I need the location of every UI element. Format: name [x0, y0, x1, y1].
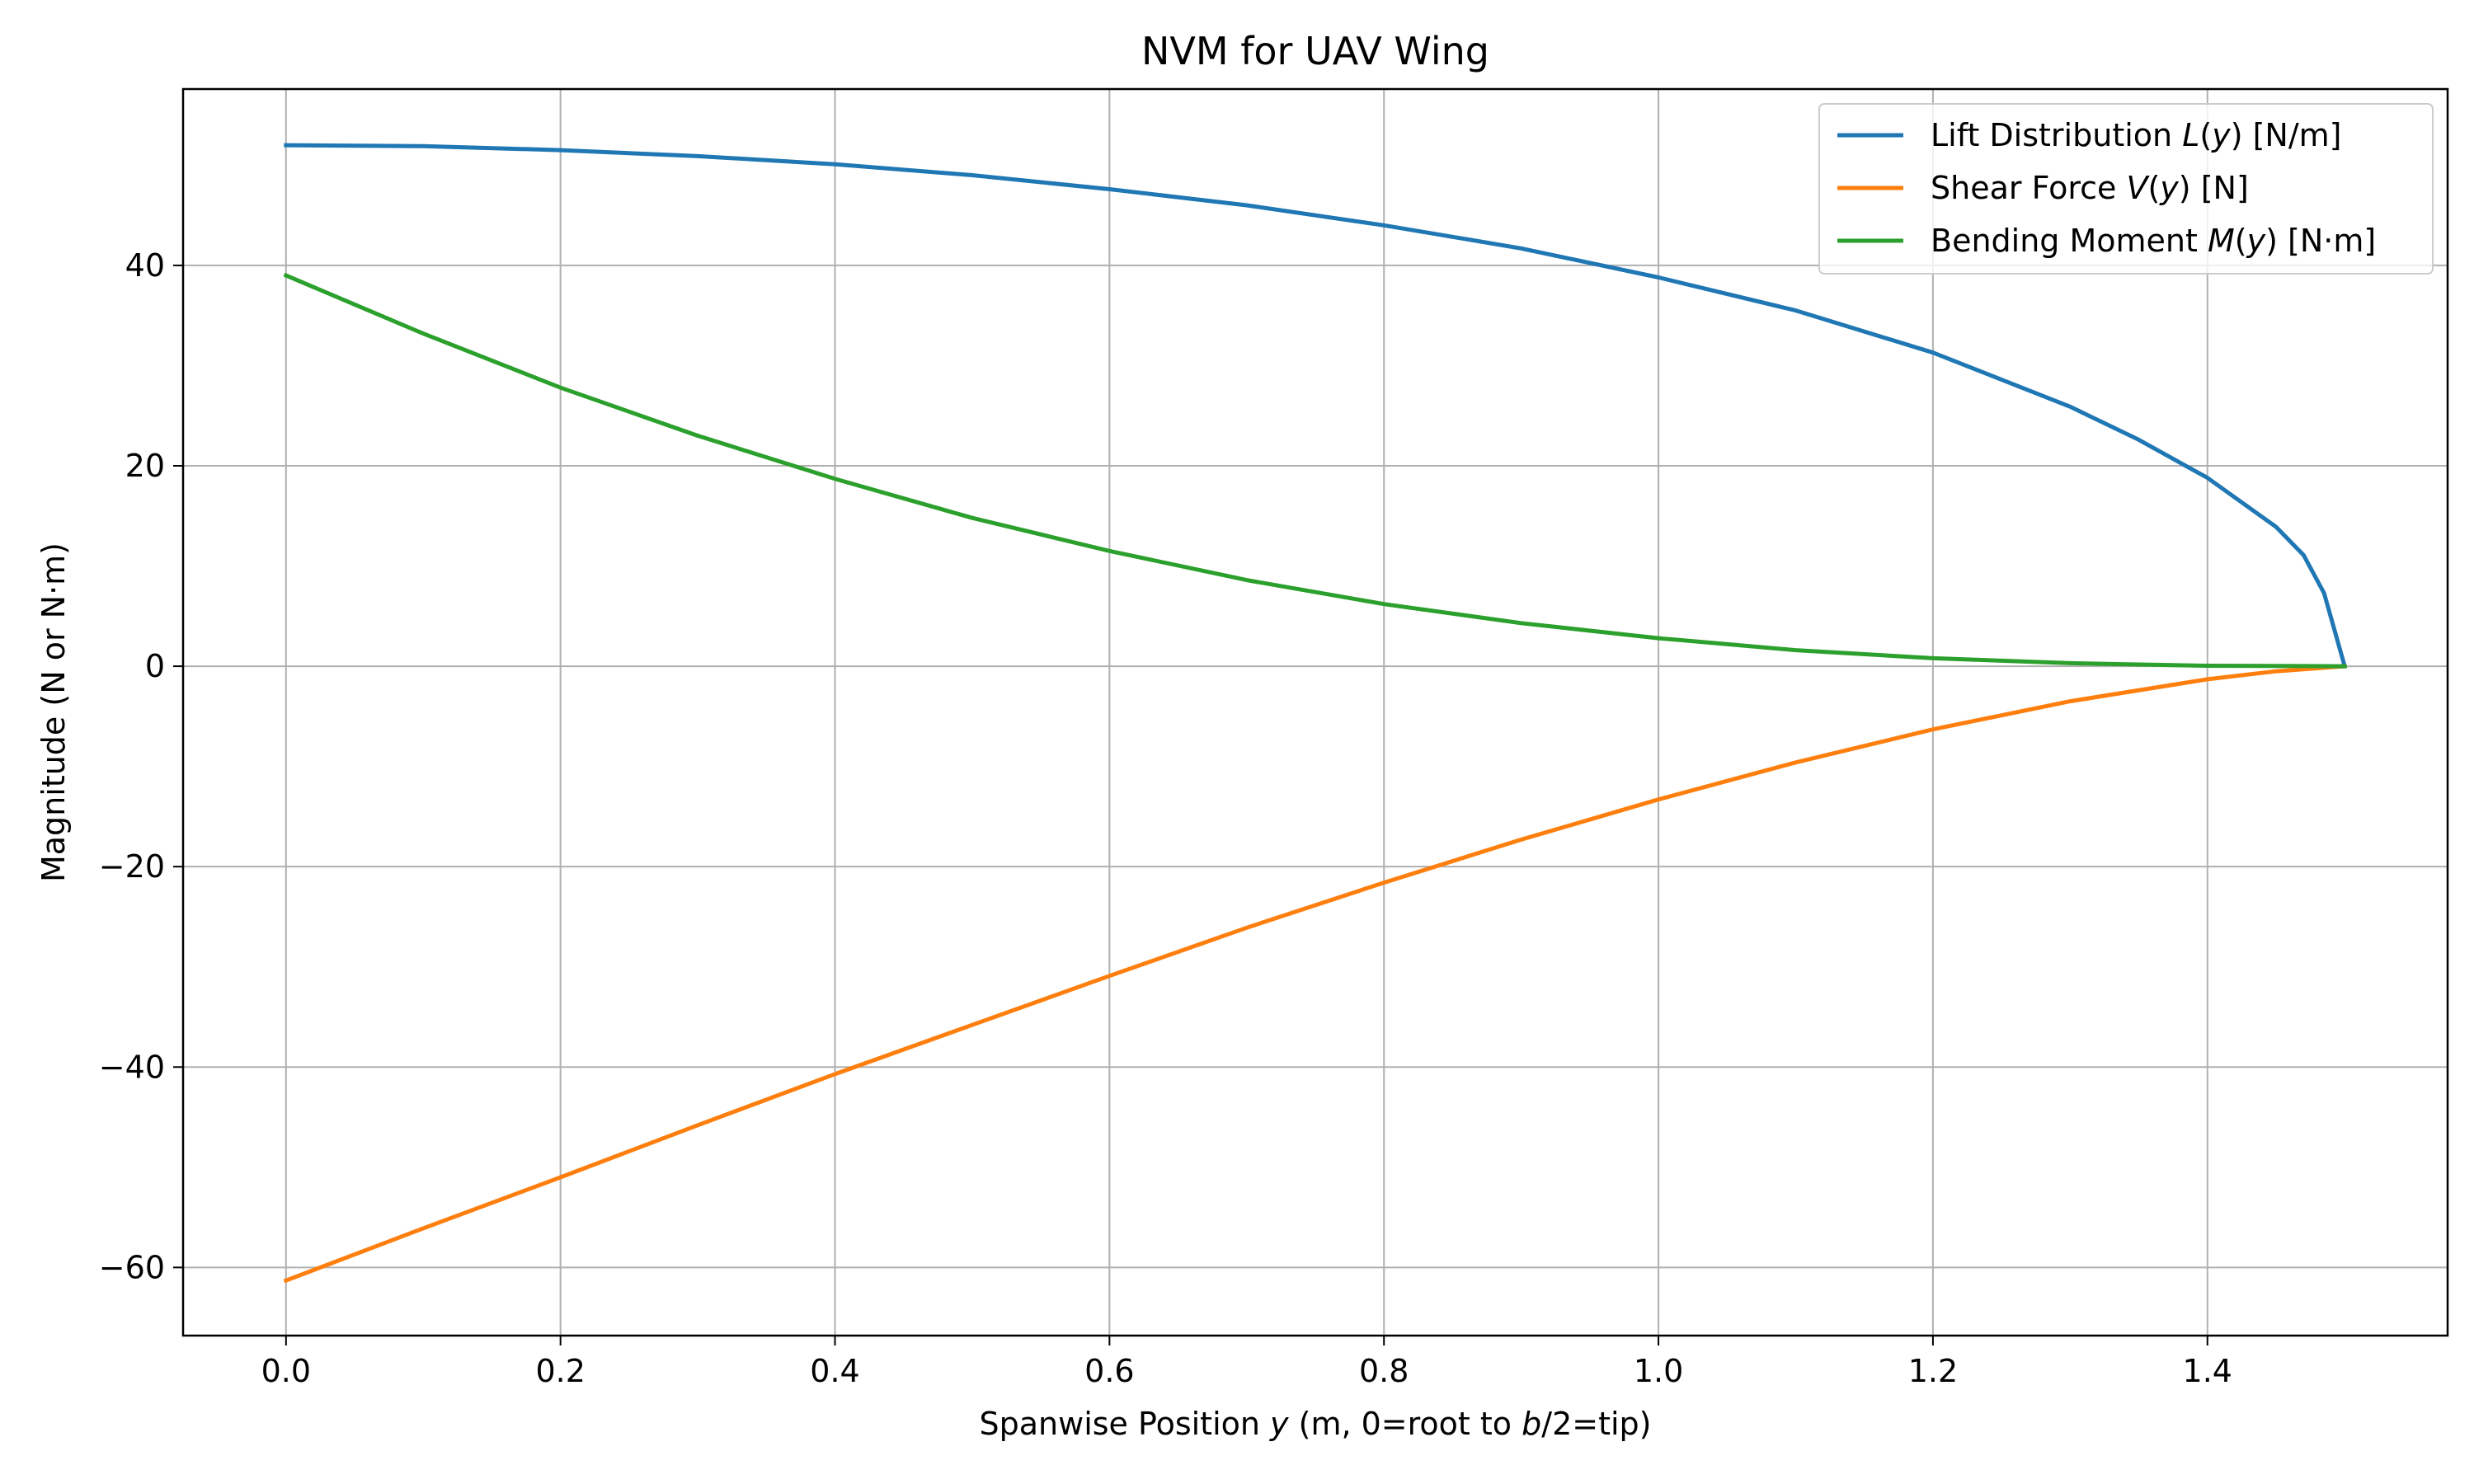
x-tick-label: 0.2	[535, 1353, 585, 1389]
series-line-bending-moment	[283, 272, 2347, 669]
x-tick-label: 1.4	[2183, 1353, 2232, 1389]
series-lines	[283, 143, 2348, 1284]
chart-title: NVM for UAV Wing	[1141, 29, 1489, 73]
legend-box	[1818, 103, 2434, 275]
series-line-lift-distribution	[284, 143, 2348, 669]
y-tick-label: 40	[125, 247, 165, 284]
grid	[183, 89, 2448, 1336]
y-tick-label: −40	[99, 1049, 165, 1085]
x-tick-label: 0.4	[810, 1353, 859, 1389]
legend-label-shear-force: Shear Force V(y) [N]	[1931, 170, 2249, 206]
y-tick-label: 0	[145, 648, 165, 684]
y-axis-label: Magnitude (N or N·m)	[35, 542, 72, 882]
x-tick-label: 0.6	[1084, 1353, 1134, 1389]
axis-ticks: 0.0 0.2 0.4 0.6 0.8 1.0 1.2 1.4 −60 −40 −20 0 20 40	[99, 247, 2232, 1389]
y-tick-label: −20	[99, 848, 165, 885]
plot-area-frame	[181, 87, 2449, 1337]
y-tick-label: −60	[99, 1249, 165, 1285]
y-tick-label: 20	[125, 448, 165, 484]
legend-entries: Lift Distribution L(y) [N/m] Shear Force …	[1837, 117, 2376, 259]
legend: Lift Distribution L(y) [N/m] Shear Force …	[1818, 103, 2434, 275]
x-tick-label: 0.0	[261, 1353, 311, 1389]
x-tick-label: 0.8	[1359, 1353, 1409, 1389]
x-axis-label: Spanwise Position y (m, 0=root to b/2=ti…	[980, 1406, 1652, 1442]
x-tick-label: 1.0	[1634, 1353, 1683, 1389]
legend-label-lift-distribution: Lift Distribution L(y) [N/m]	[1931, 117, 2342, 153]
legend-label-bending-moment: Bending Moment M(y) [N·m]	[1931, 223, 2376, 259]
series-line-shear-force	[283, 664, 2347, 1284]
x-tick-label: 1.2	[1908, 1353, 1958, 1389]
